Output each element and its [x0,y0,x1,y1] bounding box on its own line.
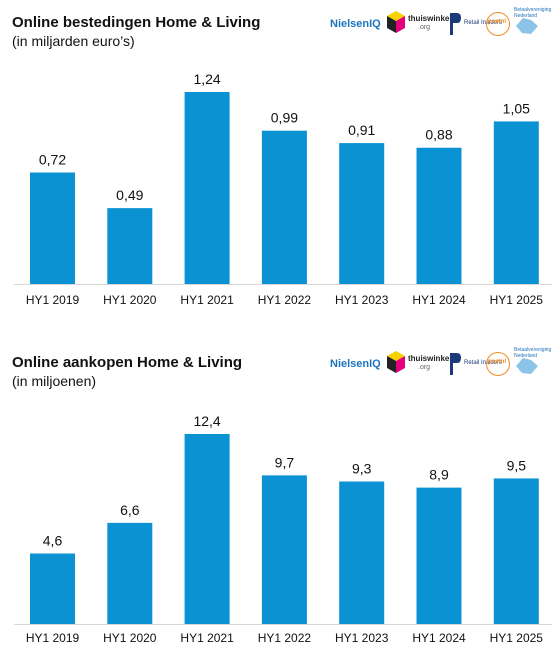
x-tick-label: HY1 2022 [258,293,312,307]
betaalvereniging-shape-icon [516,18,538,34]
postnl-logo: postnl [488,359,506,365]
data-label: 0,88 [425,127,452,143]
x-tick-label: HY1 2022 [258,631,312,645]
thuiswinkel-logo: thuiswinkel [408,14,452,23]
bar-hy1-2023 [339,143,385,284]
data-label: 8,9 [429,467,449,483]
betaalvereniging-shape-icon [516,358,538,374]
x-tick-label: HY1 2023 [335,631,389,645]
data-label: 0,49 [116,187,143,203]
thuiswinkel-logo-suffix: .org [418,364,431,371]
chart-title: Online aankopen Home & Living [12,354,243,371]
chart-subtitle: (in miljarden euro’s) [12,33,135,49]
x-tick-label: HY1 2025 [490,293,544,307]
data-label: 9,7 [275,454,295,470]
x-tick-label: HY1 2021 [180,293,234,307]
bar-hy1-2025 [493,478,539,624]
data-label: 9,3 [352,461,372,477]
x-tick-label: HY1 2020 [103,293,157,307]
data-label: 0,99 [271,110,298,126]
retail-insiders-logo: Retail Insiders [464,20,503,26]
bar-hy1-2019 [30,172,75,284]
bar-hy1-2021 [184,434,230,624]
chart-panel-spending: 0,72 HY1 2019 0,49 HY1 2020 1,24 HY1 2021 0,99… [0,0,560,330]
data-label: 12,4 [193,413,220,429]
bar-hy1-2020 [107,522,153,624]
retail-insiders-logo: Retail Insiders [464,360,503,366]
x-tick-label: HY1 2025 [490,631,544,645]
bar-hy1-2024 [416,147,462,284]
thuiswinkel-cube-icon [387,351,405,373]
spending-bar-chart: 0,72 HY1 2019 0,49 HY1 2020 1,24 HY1 2021 0,99… [14,71,552,307]
data-label: 9,5 [507,457,527,473]
retail-insiders-mark-icon [450,353,461,375]
bar-hy1-2020 [107,208,153,284]
bar-hy1-2023 [339,481,385,624]
purchases-bar-chart: 4,6 HY1 2019 6,6 HY1 2020 12,4 HY1 2021 9,7 HY1… [14,413,552,645]
data-label: 1,05 [503,100,530,116]
chart-subtitle: (in miljoenen) [12,373,97,389]
x-tick-label: HY1 2019 [26,293,80,307]
data-label: 1,24 [193,71,220,87]
thuiswinkel-cube-icon [387,11,405,33]
chart-panel-purchases: 4,6 HY1 2019 6,6 HY1 2020 12,4 HY1 2021 9,7 HY1… [0,340,560,661]
x-tick-label: HY1 2019 [26,631,80,645]
postnl-logo: postnl [488,19,506,25]
x-tick-label: HY1 2024 [412,631,466,645]
thuiswinkel-logo: thuiswinkel [408,354,452,363]
x-tick-label: HY1 2021 [180,631,234,645]
bar-hy1-2024 [416,487,462,624]
nielseniq-logo: NielsenIQ [330,18,381,30]
data-label: 0,91 [348,122,375,138]
data-label: 4,6 [43,533,63,549]
bar-hy1-2019 [30,553,75,624]
data-label: 6,6 [120,502,140,518]
thuiswinkel-logo-suffix: .org [418,24,431,31]
partner-logos: NielsenIQ thuiswinkel .org Retail Inside… [330,346,558,382]
retail-insiders-mark-icon [450,13,461,35]
nielseniq-logo: NielsenIQ [330,358,381,370]
data-label: 0,72 [39,152,66,168]
bar-hy1-2022 [261,475,307,624]
betaalvereniging-logo: Betaalvereniging Nederland [514,347,552,359]
x-tick-label: HY1 2024 [412,293,466,307]
bar-hy1-2025 [493,121,539,284]
x-tick-label: HY1 2023 [335,293,389,307]
chart-title: Online bestedingen Home & Living [12,14,261,31]
postnl-logo-circle [486,12,510,36]
betaalvereniging-logo: Betaalvereniging Nederland [514,7,552,19]
postnl-logo-circle [486,352,510,376]
bar-hy1-2022 [261,130,307,284]
bar-hy1-2021 [184,92,230,284]
x-tick-label: HY1 2020 [103,631,157,645]
partner-logos: NielsenIQ thuiswinkel .org Retail Inside… [330,6,558,42]
